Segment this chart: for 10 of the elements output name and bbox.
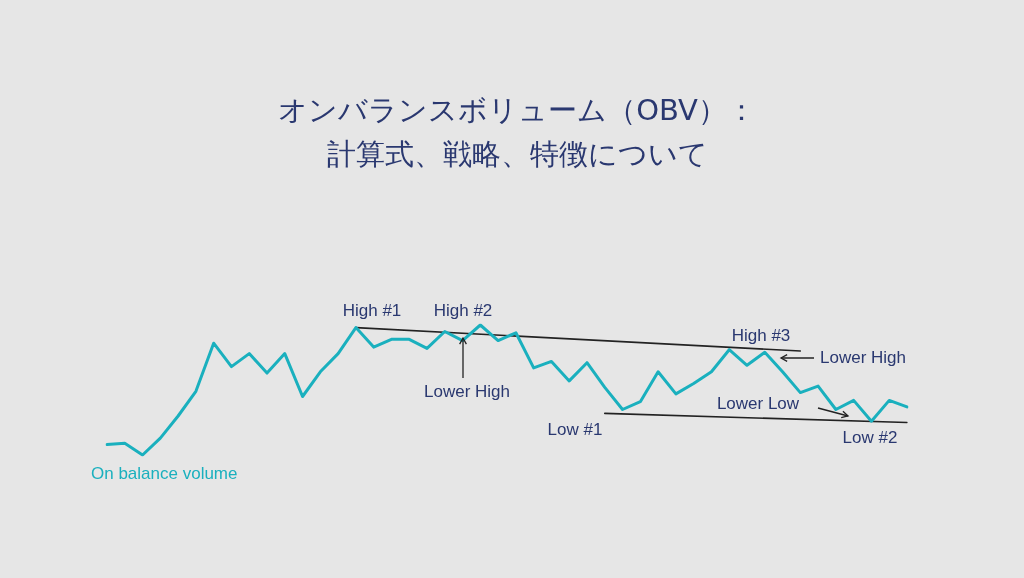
text: High #2: [433, 300, 493, 320]
annotation: Lower Low: [716, 393, 800, 413]
annotation: Lower High: [820, 347, 906, 367]
annotation: Low #2: [842, 427, 898, 447]
series-label: On balance volume: [91, 464, 238, 484]
annotation: Low #1: [547, 419, 603, 439]
annotation: High #3: [731, 325, 791, 345]
annotation: Lower High: [424, 381, 510, 401]
chart-title: オンバランスボリューム（OBV）：計算式、戦略、特徴について: [277, 92, 757, 173]
text: High #1: [342, 300, 402, 320]
